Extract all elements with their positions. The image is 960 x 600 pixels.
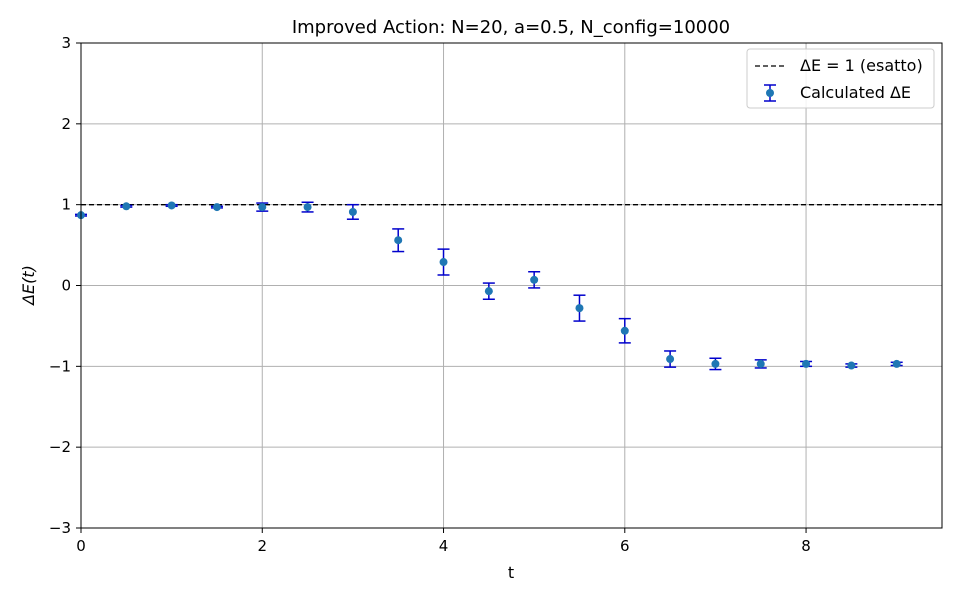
data-point — [256, 202, 269, 212]
y-axis-label: ΔE(t) — [19, 265, 38, 307]
data-marker — [212, 203, 221, 212]
data-marker — [122, 202, 131, 211]
data-point — [709, 357, 722, 371]
data-marker — [892, 359, 901, 368]
data-point — [528, 271, 541, 289]
y-tick-label: 0 — [61, 277, 71, 295]
data-marker — [530, 275, 539, 284]
legend-series-label: Calculated ΔE — [800, 83, 911, 102]
data-point — [392, 228, 405, 253]
data-point — [573, 294, 586, 322]
data-marker — [303, 203, 312, 212]
data-marker — [394, 236, 403, 245]
x-axis-label: t — [508, 563, 514, 582]
data-point — [618, 317, 631, 344]
grid — [80, 42, 942, 529]
data-marker — [666, 355, 675, 364]
x-tick-label: 4 — [439, 537, 449, 555]
y-tick-label: −1 — [49, 357, 71, 375]
x-tick-label: 8 — [801, 537, 811, 555]
data-marker — [167, 201, 176, 210]
data-point — [800, 359, 813, 368]
legend: ΔE = 1 (esatto) Calculated ΔE — [746, 48, 935, 109]
data-marker — [348, 207, 357, 216]
data-point — [346, 203, 359, 220]
data-marker — [756, 359, 765, 368]
y-tick-label: −2 — [49, 438, 71, 456]
data-point — [845, 361, 858, 370]
data-marker — [484, 287, 493, 296]
x-tick-label: 0 — [76, 537, 86, 555]
data-point — [120, 202, 133, 211]
y-tick-label: 1 — [61, 196, 71, 214]
data-point — [437, 248, 450, 276]
data-point — [210, 203, 223, 212]
data-point — [890, 359, 903, 368]
data-marker — [711, 359, 720, 368]
legend-box — [746, 48, 935, 109]
legend-series-swatch — [764, 84, 776, 102]
y-tick-label: 2 — [61, 115, 71, 133]
y-tick-label: −3 — [49, 519, 71, 537]
axis-ticks: 0 2 4 6 8 −3 −2 −1 0 1 2 3 — [49, 34, 811, 555]
x-tick-label: 2 — [257, 537, 267, 555]
legend-reference-label: ΔE = 1 (esatto) — [800, 56, 923, 75]
data-marker — [575, 304, 584, 313]
data-point — [664, 350, 677, 368]
data-point — [482, 282, 495, 300]
data-marker — [847, 361, 856, 370]
data-point — [301, 201, 314, 213]
data-marker — [802, 359, 811, 368]
data-point — [165, 201, 178, 210]
x-tick-label: 6 — [620, 537, 630, 555]
y-tick-label: 3 — [61, 34, 71, 52]
chart-title: Improved Action: N=20, a=0.5, N_config=1… — [292, 17, 730, 38]
data-point — [754, 359, 767, 369]
data-marker — [258, 203, 267, 212]
data-marker — [439, 258, 448, 267]
data-marker — [620, 326, 629, 335]
